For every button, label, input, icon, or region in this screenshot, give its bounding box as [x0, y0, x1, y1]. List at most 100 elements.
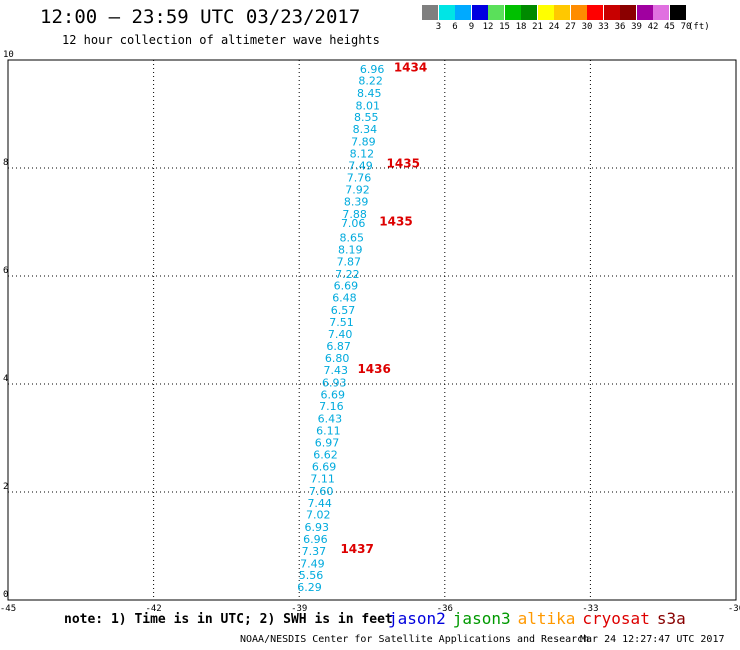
- wave-height-label: 6.93: [322, 376, 347, 389]
- credit-text: NOAA/NESDIS Center for Satellite Applica…: [240, 634, 590, 645]
- wave-height-label: 6.62: [313, 449, 338, 462]
- y-tick-label: 10: [3, 50, 14, 60]
- color-swatch-42: [636, 5, 653, 20]
- wave-height-label: 8.34: [353, 123, 378, 136]
- chart-title: 12:00 – 23:59 UTC 03/23/2017: [40, 6, 361, 28]
- wave-height-label: 8.12: [350, 147, 375, 160]
- wave-height-label: 7.49: [300, 557, 325, 570]
- wave-height-label: 7.89: [351, 136, 376, 149]
- color-scale-label: 18: [515, 22, 527, 32]
- wave-height-label: 7.43: [323, 364, 348, 377]
- satellite-legend-cryosat: cryosat: [582, 609, 650, 628]
- y-tick-label: 6: [3, 266, 8, 276]
- color-swatch-3: [422, 5, 438, 20]
- wave-height-label: 8.39: [344, 195, 369, 208]
- wave-height-label: 7.60: [309, 485, 334, 498]
- wave-height-label: 7.37: [302, 545, 327, 558]
- x-tick-label: -42: [145, 604, 161, 614]
- x-tick-label: -45: [0, 604, 16, 614]
- wave-height-label: 6.87: [326, 340, 351, 353]
- x-tick-label: -36: [437, 604, 453, 614]
- plot-frame: [7, 59, 737, 601]
- y-tick-label: 0: [3, 590, 8, 600]
- color-swatch-12: [471, 5, 488, 20]
- color-scale-label: 6: [452, 22, 458, 32]
- wave-height-label: 7.11: [310, 473, 335, 486]
- x-tick-label: -30: [728, 604, 740, 614]
- color-swatch-27: [554, 5, 570, 20]
- color-swatch-24: [537, 5, 554, 20]
- color-scale-label: 39: [631, 22, 642, 32]
- wave-height-label: 6.96: [303, 533, 328, 546]
- wave-height-label: 8.45: [357, 87, 382, 100]
- color-scale-label: 9: [468, 22, 475, 32]
- wave-height-label: 7.92: [345, 184, 370, 197]
- wave-height-label: 6.43: [318, 413, 343, 426]
- time-label: 1435: [387, 157, 420, 171]
- color-scale-label: 45: [664, 22, 675, 32]
- satellite-legend-jason2: jason2: [388, 609, 446, 628]
- wave-height-label: 7.02: [306, 509, 331, 522]
- wave-height-label: 7.06: [341, 217, 366, 230]
- satellite-legend-s3a: s3a: [656, 609, 686, 628]
- color-scale-unit: (ft): [688, 22, 710, 32]
- wave-height-label: 6.11: [316, 424, 341, 437]
- color-swatch-15: [488, 5, 504, 20]
- time-label: 1434: [394, 61, 427, 75]
- color-scale-label: 24: [548, 22, 560, 32]
- x-tick-label: -33: [582, 604, 598, 614]
- wave-height-label: 6.69: [321, 388, 346, 401]
- wave-height-label: 7.44: [307, 497, 332, 510]
- time-label: 1436: [357, 362, 390, 376]
- color-scale-label: 36: [614, 22, 626, 32]
- wave-height-label: 6.57: [331, 304, 356, 317]
- color-scale-label: 27: [565, 22, 576, 32]
- wave-height-label: 6.93: [305, 521, 330, 534]
- wave-height-label: 7.88: [342, 208, 367, 221]
- wave-height-label: 7.40: [328, 328, 353, 341]
- color-scale-label: 30: [581, 22, 593, 32]
- color-swatch-36: [603, 5, 620, 20]
- color-scale-label: 33: [598, 22, 609, 32]
- time-label: 1435: [379, 214, 412, 228]
- wave-height-label: 7.16: [319, 400, 344, 413]
- color-scale-label: 15: [499, 22, 510, 32]
- color-swatch-18: [504, 5, 521, 20]
- chart-subtitle: 12 hour collection of altimeter wave hei…: [62, 33, 380, 47]
- timestamp-text: Mar 24 12:27:47 UTC 2017: [580, 634, 725, 645]
- wave-height-label: 7.22: [335, 268, 360, 281]
- wave-height-label: 7.49: [348, 159, 373, 172]
- color-scale-label: 42: [647, 22, 659, 32]
- color-scale-label: 21: [532, 22, 543, 32]
- y-tick-label: 2: [3, 482, 8, 492]
- satellite-legend-jason3: jason3: [452, 609, 511, 628]
- color-swatch-9: [455, 5, 471, 20]
- wave-height-label: 6.96: [360, 63, 385, 76]
- color-swatch-30: [570, 5, 587, 20]
- wave-height-label: 7.76: [347, 172, 372, 185]
- wave-height-label: 7.87: [337, 255, 362, 268]
- wave-height-label: 8.19: [338, 244, 363, 257]
- color-swatch-39: [620, 5, 636, 20]
- time-label: 1437: [340, 542, 373, 556]
- color-swatch-21: [521, 5, 537, 20]
- y-tick-label: 4: [3, 374, 8, 384]
- wave-height-label: 8.01: [355, 99, 380, 112]
- color-scale-label: 3: [435, 22, 442, 32]
- note-text: note: 1) Time is in UTC; 2) SWH is in fe…: [64, 612, 393, 627]
- satellite-legend-altika: altika: [517, 609, 576, 628]
- wave-height-label: 6.48: [332, 292, 357, 305]
- y-tick-label: 8: [3, 158, 8, 168]
- color-swatch-33: [587, 5, 603, 20]
- color-scale-label: 70: [680, 22, 692, 32]
- color-swatch-45: [653, 5, 669, 20]
- wave-height-label: 6.29: [297, 581, 322, 594]
- wave-height-label: 6.97: [315, 436, 340, 449]
- wave-height-label: 8.22: [358, 75, 383, 88]
- wave-height-label: 6.69: [334, 280, 359, 293]
- wave-height-label: 7.51: [329, 316, 354, 329]
- wave-height-label: 5.56: [299, 569, 324, 582]
- color-swatch-70: [669, 5, 686, 20]
- wave-height-label: 8.65: [339, 232, 364, 245]
